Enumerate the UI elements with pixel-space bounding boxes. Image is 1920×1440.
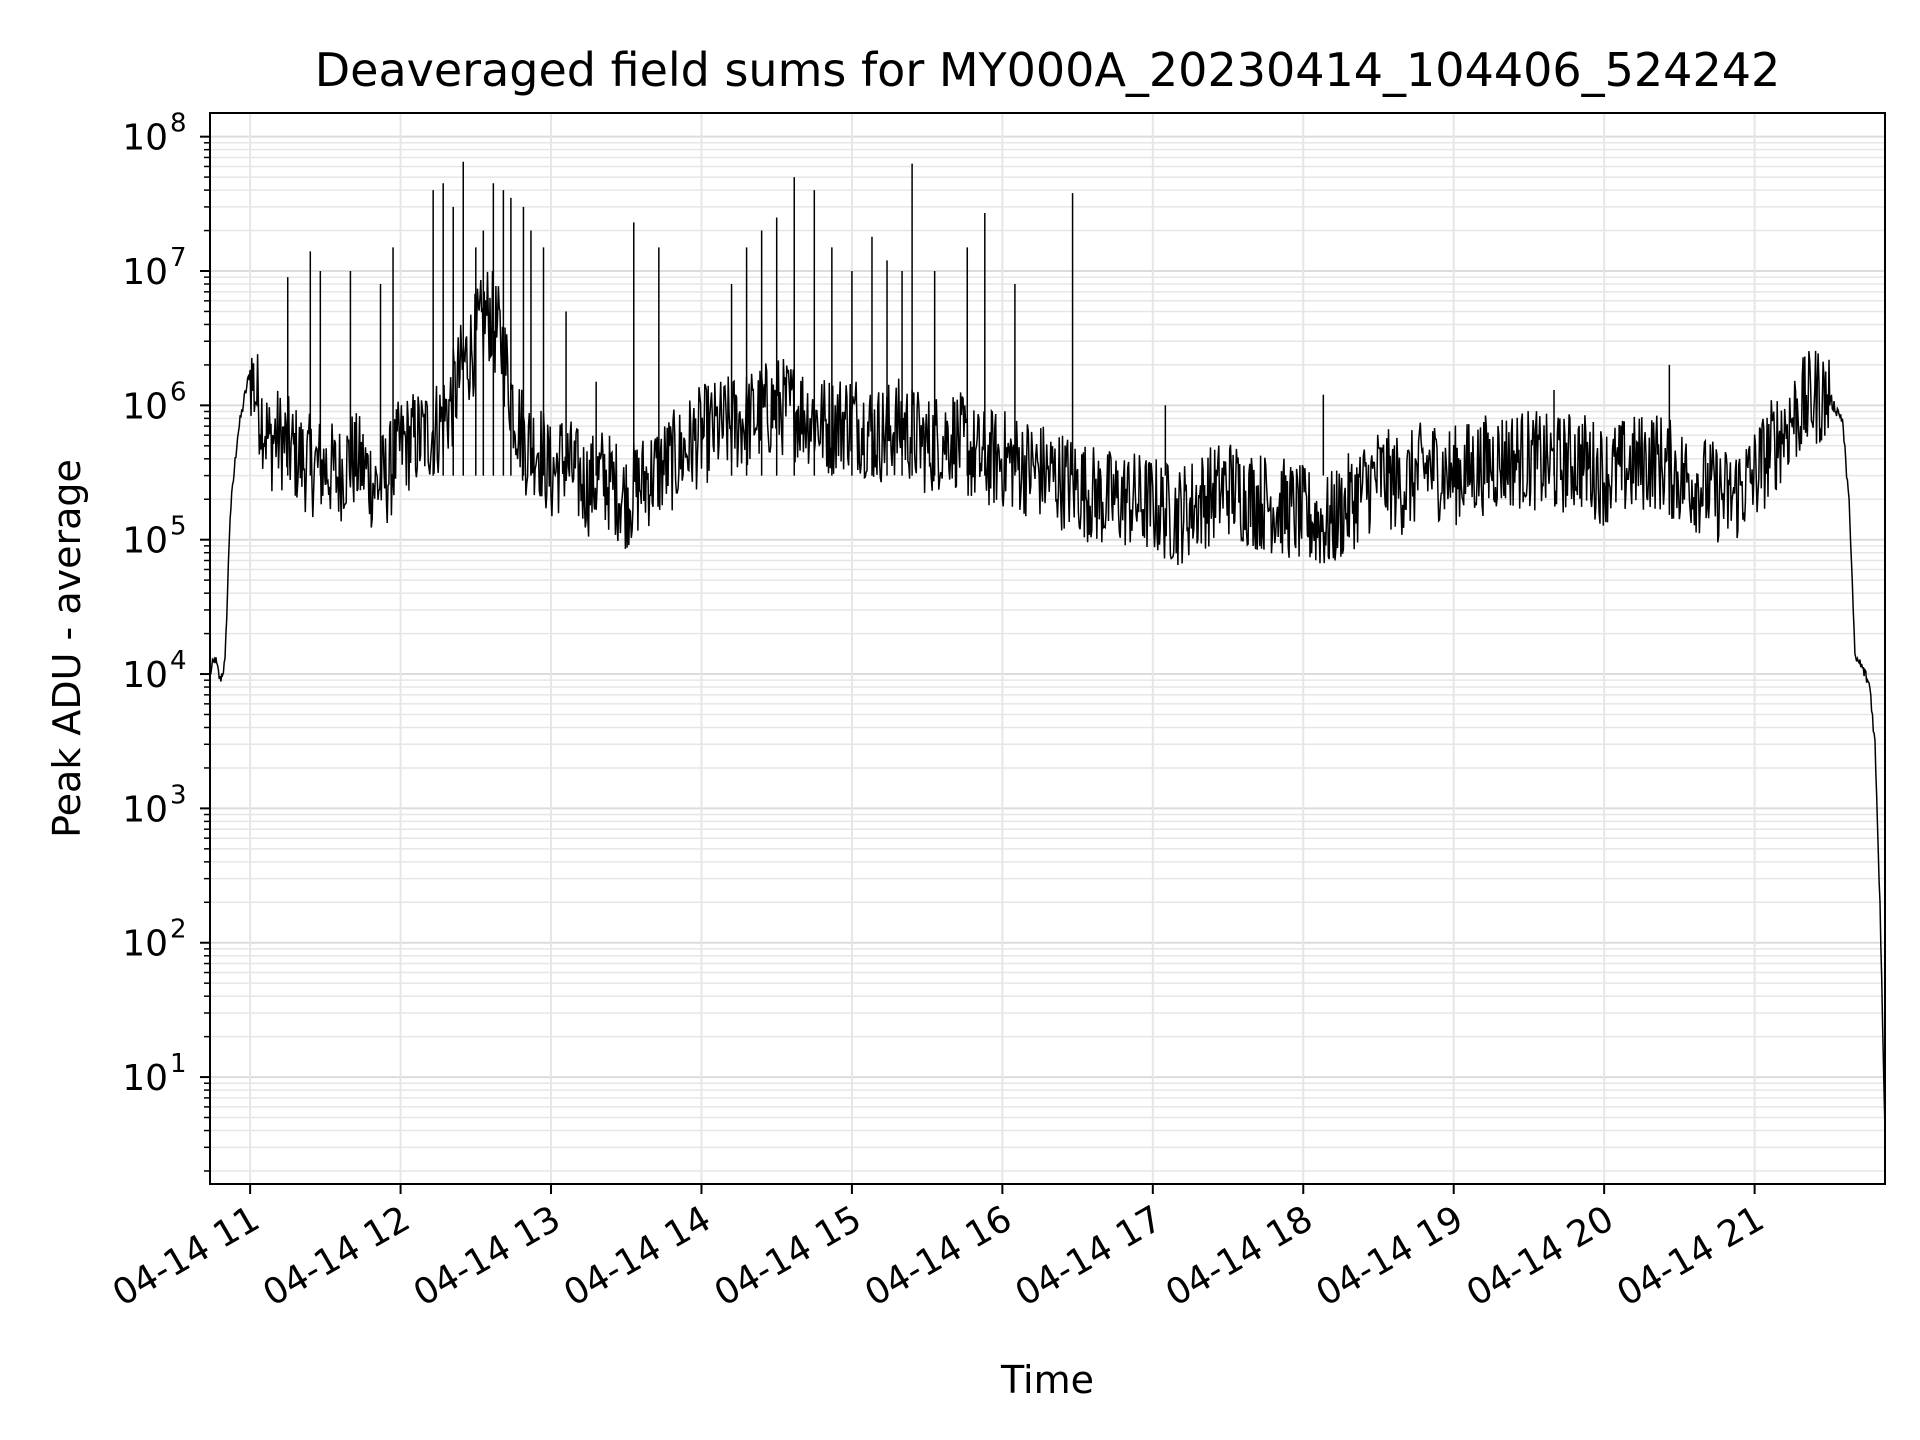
x-tick-label: 04-14 21 — [1610, 1198, 1771, 1314]
grid-layer — [210, 113, 1885, 1184]
x-axis-label: Time — [1000, 1358, 1094, 1402]
y-tick-label-exponent: 2 — [170, 915, 187, 945]
y-tick-label: 10 — [122, 521, 168, 562]
series-line — [209, 271, 1886, 1131]
y-tick-label-exponent: 3 — [170, 780, 187, 810]
y-tick-label: 10 — [122, 118, 168, 159]
x-tick-label: 04-14 13 — [407, 1198, 568, 1314]
x-tick-label: 04-14 17 — [1009, 1198, 1170, 1314]
y-tick-label-exponent: 1 — [170, 1049, 187, 1079]
y-tick-label: 10 — [122, 789, 168, 830]
y-axis-label: Peak ADU - average — [45, 459, 89, 838]
y-tick-label: 10 — [122, 252, 168, 293]
x-tick-label: 04-14 19 — [1310, 1198, 1471, 1314]
y-tick-label: 10 — [122, 924, 168, 965]
y-tick-label: 10 — [122, 1058, 168, 1099]
data-layer — [209, 161, 1886, 1131]
y-tick-label-exponent: 6 — [170, 377, 187, 407]
plot-frame — [209, 112, 1886, 1185]
x-tick-label: 04-14 16 — [858, 1198, 1019, 1314]
y-tick-label-exponent: 8 — [170, 109, 187, 139]
y-tick-label: 10 — [122, 655, 168, 696]
y-tick-label: 10 — [122, 386, 168, 427]
y-tick-label-exponent: 4 — [170, 646, 187, 676]
x-tick-label: 04-14 15 — [708, 1198, 869, 1314]
y-tick-label-exponent: 7 — [170, 243, 187, 273]
x-tick-label: 04-14 14 — [557, 1198, 718, 1314]
x-tick-label: 04-14 12 — [256, 1198, 417, 1314]
x-tick-label: 04-14 20 — [1460, 1198, 1621, 1314]
x-tick-label: 04-14 18 — [1159, 1198, 1320, 1314]
x-tick-label: 04-14 11 — [106, 1198, 267, 1314]
chart-title: Deaveraged field sums for MY000A_2023041… — [315, 43, 1781, 97]
y-tick-label-exponent: 5 — [170, 512, 187, 542]
